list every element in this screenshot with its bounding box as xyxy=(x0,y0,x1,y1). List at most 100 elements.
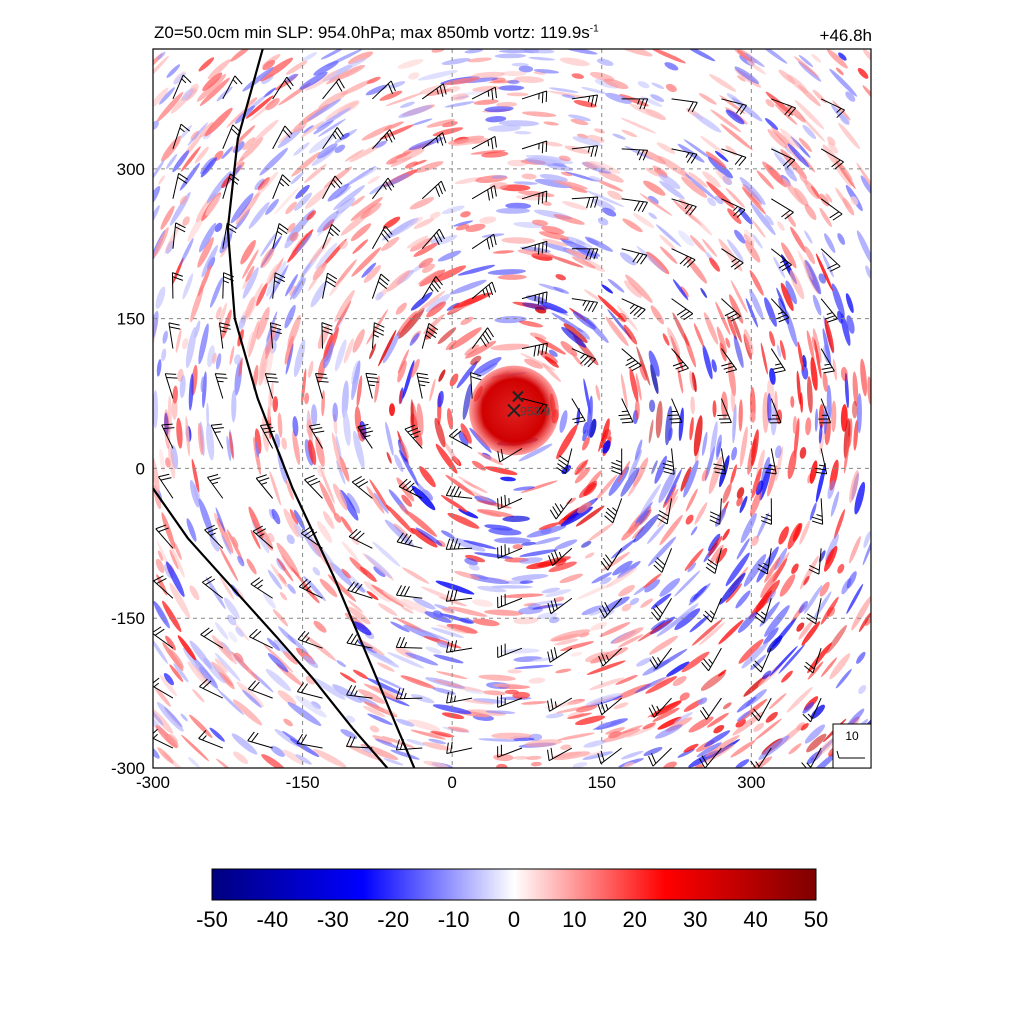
wind-barb xyxy=(671,148,698,164)
vorticity-streak xyxy=(283,718,293,727)
vorticity-streak xyxy=(276,558,286,571)
wind-barb xyxy=(497,448,523,463)
vorticity-streak xyxy=(271,508,281,525)
vorticity-streak xyxy=(375,291,384,301)
vorticity-streak xyxy=(810,704,825,720)
vorticity-streak xyxy=(437,641,449,648)
vorticity-streak xyxy=(565,49,598,55)
vorticity-streak xyxy=(700,671,726,691)
vorticity-streak xyxy=(812,328,822,364)
vorticity-streak xyxy=(633,514,659,543)
vorticity-streak xyxy=(722,528,730,541)
vorticity-streak xyxy=(340,516,353,534)
vorticity-streak xyxy=(798,55,814,68)
vorticity-streak xyxy=(720,123,753,151)
vorticity-streak xyxy=(398,389,403,405)
vorticity-streak xyxy=(167,395,172,433)
wind-barb xyxy=(272,223,289,249)
vorticity-streak xyxy=(736,75,746,82)
wind-barb xyxy=(598,647,623,667)
vorticity-streak xyxy=(800,722,809,731)
vorticity-streak xyxy=(843,435,850,474)
vorticity-streak xyxy=(810,357,818,391)
vorticity-streak xyxy=(289,275,305,301)
vorticity-streak xyxy=(596,179,624,192)
vorticity-streak xyxy=(329,562,354,587)
vorticity-streak xyxy=(400,440,409,460)
wind-barb xyxy=(671,248,696,268)
vorticity-streak xyxy=(405,652,439,666)
vorticity-streak xyxy=(513,181,538,185)
vorticity-streak xyxy=(605,567,638,589)
vorticity-streak xyxy=(559,641,595,652)
vorticity-streak xyxy=(186,518,197,542)
vorticity-streak xyxy=(408,137,444,150)
vorticity-streak xyxy=(283,508,299,538)
vorticity-streak xyxy=(650,305,664,325)
vorticity-streak xyxy=(169,664,184,682)
vorticity-streak xyxy=(159,448,165,473)
vorticity-streak xyxy=(401,606,414,614)
vorticity-streak xyxy=(691,618,723,646)
vorticity-streak xyxy=(500,476,516,482)
vorticity-streak xyxy=(464,49,483,54)
vorticity-streak xyxy=(388,81,406,89)
vorticity-streak xyxy=(434,679,463,688)
vorticity-streak xyxy=(764,297,777,327)
vorticity-streak xyxy=(358,689,386,704)
wind-barb xyxy=(599,597,623,619)
vorticity-streak xyxy=(290,172,304,185)
vorticity-streak xyxy=(755,579,780,613)
vorticity-streak xyxy=(825,193,833,203)
vorticity-streak xyxy=(743,554,767,587)
vorticity-streak xyxy=(657,716,682,730)
wind-barb xyxy=(222,75,243,100)
wind-barb xyxy=(300,526,323,549)
vorticity-streak xyxy=(624,280,642,298)
vorticity-streak xyxy=(467,57,492,63)
vorticity-streak xyxy=(413,217,435,229)
vorticity-streak xyxy=(581,86,607,95)
vorticity-streak xyxy=(547,90,587,98)
vorticity-streak xyxy=(159,675,177,697)
vorticity-streak xyxy=(652,707,680,722)
vorticity-streak xyxy=(582,751,614,760)
vorticity-streak xyxy=(799,446,807,459)
wind-barb xyxy=(198,730,223,749)
vorticity-streak xyxy=(727,239,744,262)
vorticity-streak xyxy=(254,178,265,190)
vorticity-streak xyxy=(525,755,542,760)
wind-barb xyxy=(770,248,792,271)
vorticity-streak xyxy=(548,254,584,268)
vorticity-streak xyxy=(760,569,781,598)
vorticity-streak xyxy=(189,640,213,670)
wind-barb xyxy=(771,198,794,220)
vorticity-streak xyxy=(781,670,793,683)
vorticity-streak xyxy=(205,194,221,216)
vorticity-streak xyxy=(558,155,571,162)
vorticity-streak xyxy=(786,74,809,94)
vorticity-streak xyxy=(794,56,820,78)
vorticity-streak xyxy=(458,508,479,519)
vorticity-streak xyxy=(765,214,774,226)
vorticity-streak xyxy=(286,534,295,545)
vorticity-streak xyxy=(774,445,782,459)
vorticity-streak xyxy=(534,336,566,355)
vorticity-streak xyxy=(235,626,244,638)
vorticity-streak xyxy=(561,326,587,348)
vorticity-streak xyxy=(487,125,521,132)
vorticity-streak xyxy=(554,539,578,550)
vorticity-streak xyxy=(283,651,298,665)
vorticity-streak xyxy=(852,371,859,407)
vorticity-streak xyxy=(806,330,815,362)
vorticity-streak xyxy=(495,207,531,214)
vorticity-streak xyxy=(545,713,564,719)
vorticity-streak xyxy=(851,595,871,631)
vorticity-streak xyxy=(848,536,861,564)
vorticity-streak xyxy=(776,287,787,311)
vorticity-streak xyxy=(325,64,363,85)
vorticity-streak xyxy=(457,264,496,276)
vorticity-streak xyxy=(530,761,542,767)
vorticity-streak xyxy=(236,681,264,708)
vorticity-streak xyxy=(751,535,759,547)
